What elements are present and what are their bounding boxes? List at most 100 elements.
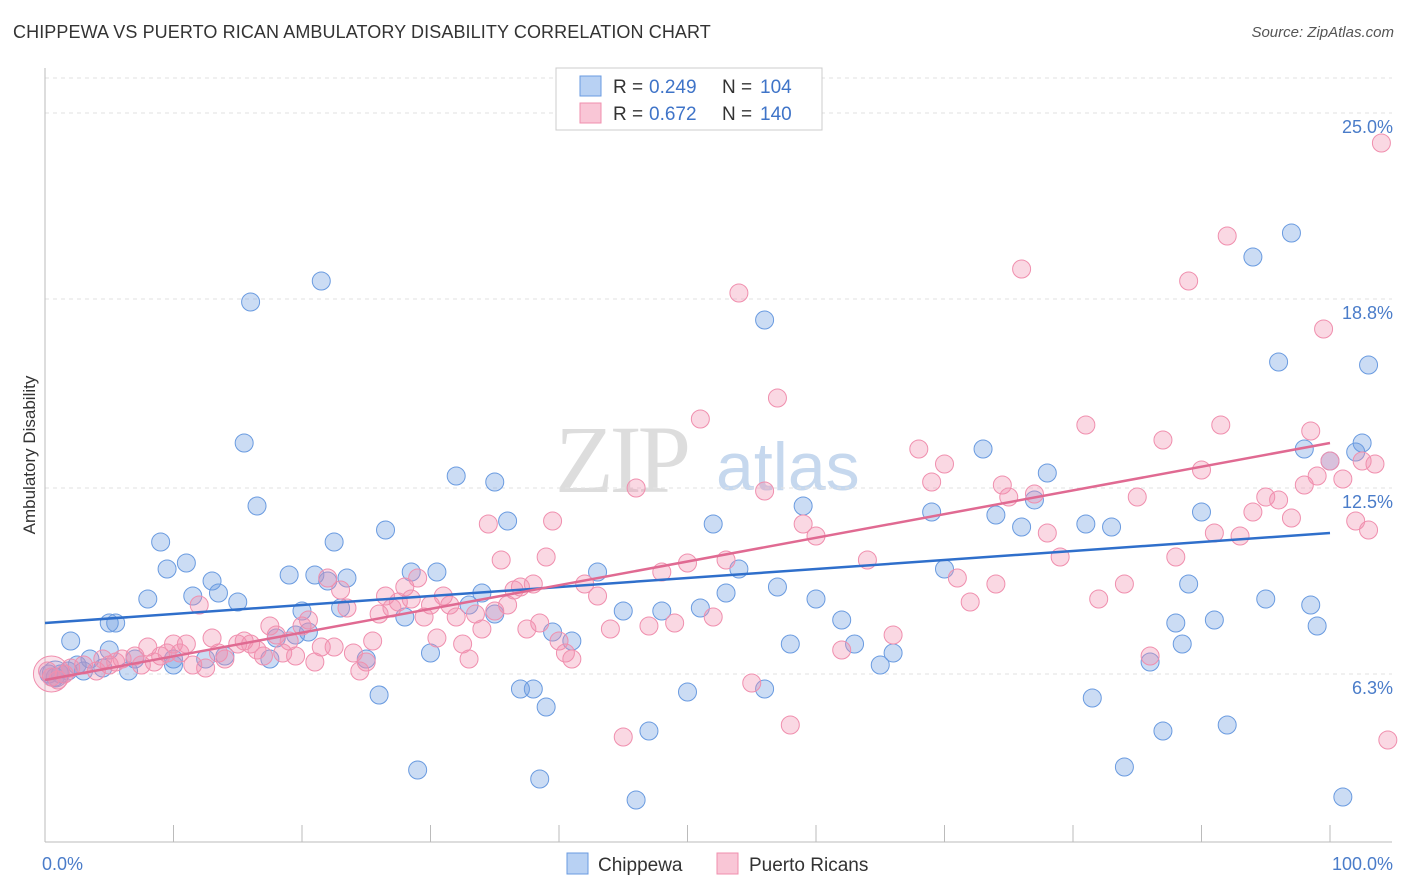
chippewa-point-68: [703, 514, 723, 534]
puerto-ricans-point-37: [298, 610, 318, 630]
chippewa-point-80: [883, 643, 903, 663]
series-legend: Chippewa Puerto Ricans: [566, 852, 868, 876]
chippewa-point-85: [1012, 517, 1032, 537]
puerto-ricans-point-106: [986, 574, 1006, 594]
puerto-ricans-point-60: [446, 607, 466, 627]
puerto-ricans-point-101: [909, 439, 929, 459]
legend-swatch-puerto-ricans: [579, 102, 602, 124]
chippewa-point-69: [716, 583, 736, 603]
puerto-ricans-point-57: [427, 628, 447, 648]
puerto-ricans-point-67: [491, 550, 511, 570]
puerto-ricans-point-80: [588, 586, 608, 606]
puerto-ricans-point-25: [215, 649, 235, 669]
chippewa-point-36: [311, 271, 331, 291]
puerto-ricans-point-55: [414, 607, 434, 627]
puerto-ricans-point-54: [408, 568, 428, 588]
puerto-ricans-point-139: [1365, 454, 1385, 474]
puerto-ricans-point-131: [1301, 421, 1321, 441]
puerto-ricans-point-92: [742, 673, 762, 693]
chippewa-point-35: [305, 565, 325, 585]
chippewa-point-77: [832, 610, 852, 630]
puerto-ricans-point-133: [1314, 319, 1334, 339]
chippewa-point-93: [1153, 721, 1173, 741]
puerto-ricans-point-98: [832, 640, 852, 660]
chippewa-point-74: [780, 634, 800, 654]
legend-n-value-1: 140: [760, 104, 792, 125]
puerto-ricans-point-43: [337, 598, 357, 618]
puerto-ricans-point-137: [1352, 451, 1372, 471]
puerto-ricans-point-76: [549, 631, 569, 651]
chippewa-point-42: [369, 685, 389, 705]
puerto-ricans-point-35: [286, 646, 306, 666]
puerto-ricans-point-89: [703, 607, 723, 627]
puerto-ricans-point-120: [1179, 271, 1199, 291]
chippewa-point-49: [446, 466, 466, 486]
puerto-ricans-point-102: [922, 472, 942, 492]
puerto-ricans-point-119: [1166, 547, 1186, 567]
chippewa-point-103: [1281, 223, 1301, 243]
puerto-ricans-point-71: [517, 619, 537, 639]
puerto-ricans-point-116: [1127, 487, 1147, 507]
puerto-ricans-point-129: [1281, 508, 1301, 528]
chippewa-point-89: [1082, 688, 1102, 708]
chippewa-point-105: [1301, 595, 1321, 615]
puerto-ricans-point-109: [1012, 259, 1032, 279]
x-ticks: [44, 825, 1331, 842]
trend-line-chippewa: [44, 531, 1331, 625]
chippewa-point-75: [793, 496, 813, 516]
puerto-ricans-cluster-origin: [32, 655, 70, 693]
chippewa-point-99: [1217, 715, 1237, 735]
puerto-ricans-point-132: [1307, 466, 1327, 486]
chippewa-point-48: [427, 562, 447, 582]
chippewa-point-110: [1352, 433, 1372, 453]
trend-lines: [44, 441, 1331, 682]
bottom-legend-swatch-puerto-ricans: [716, 852, 739, 875]
puerto-ricans-point-123: [1211, 415, 1231, 435]
puerto-ricans-point-82: [613, 727, 633, 747]
chippewa-point-52: [485, 472, 505, 492]
puerto-ricans-point-104: [947, 568, 967, 588]
chippewa-point-87: [1037, 463, 1057, 483]
chippewa-point-79: [870, 655, 890, 675]
chippewa-point-43: [376, 520, 396, 540]
y-tick-labels: 6.3% 12.5% 18.8% 25.0%: [1342, 117, 1393, 698]
y-tick-label-3: 25.0%: [1342, 117, 1393, 137]
puerto-ricans-point-141: [1378, 730, 1398, 750]
puerto-ricans-point-74: [536, 547, 556, 567]
puerto-ricans-point-41: [324, 637, 344, 657]
puerto-ricans-point-100: [883, 625, 903, 645]
chippewa-point-83: [973, 439, 993, 459]
puerto-ricans-point-20: [183, 655, 203, 675]
legend-r-label-0: R =: [613, 77, 643, 98]
chippewa-point-27: [241, 292, 261, 312]
chippewa-point-63: [626, 790, 646, 810]
trend-line-puerto-ricans: [44, 441, 1331, 682]
puerto-ricans-point-78: [562, 649, 582, 669]
puerto-ricans-point-22: [196, 658, 216, 678]
puerto-ricans-point-95: [780, 715, 800, 735]
chippewa-point-91: [1114, 757, 1134, 777]
puerto-ricans-point-66: [485, 601, 505, 621]
puerto-ricans-point-121: [1192, 460, 1211, 480]
source-label: Source: ZipAtlas.com: [1251, 24, 1394, 41]
puerto-ricans-point-33: [273, 643, 293, 663]
watermark-atlas: atlas: [716, 429, 860, 505]
puerto-ricans-point-138: [1359, 520, 1379, 540]
chippewa-point-54: [498, 511, 518, 531]
axes: [44, 68, 1392, 843]
chippewa-point-65: [652, 601, 672, 621]
bottom-legend-label-puerto-ricans: Puerto Ricans: [749, 855, 868, 876]
puerto-ricans-point-134: [1320, 451, 1340, 471]
chippewa-point-108: [1333, 787, 1353, 807]
chippewa-point-95: [1172, 634, 1192, 654]
puerto-ricans-point-111: [1037, 523, 1057, 543]
puerto-ricans-point-40: [318, 568, 338, 588]
puerto-ricans-point-91: [729, 283, 749, 303]
chippewa-point-62: [613, 601, 633, 621]
puerto-ricans-point-122: [1204, 523, 1224, 543]
chippewa-point-94: [1166, 613, 1186, 633]
chippewa-point-46: [408, 760, 428, 780]
correlation-legend: R = 0.249 N = 104 R = 0.672 N = 140: [555, 67, 823, 131]
puerto-ricans-point-42: [331, 580, 351, 600]
